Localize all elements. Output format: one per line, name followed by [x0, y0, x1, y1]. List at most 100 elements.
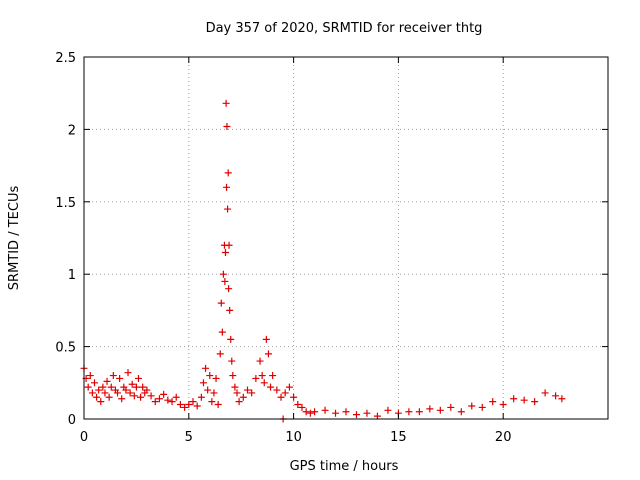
data-point — [531, 398, 539, 406]
data-point — [202, 364, 210, 372]
data-point — [155, 395, 163, 403]
data-point — [558, 395, 566, 403]
data-point — [217, 299, 225, 307]
y-tick-label: 2.5 — [55, 51, 76, 66]
data-point — [151, 398, 159, 406]
data-point — [290, 393, 298, 401]
data-point — [208, 398, 216, 406]
data-point — [105, 393, 113, 401]
data-point — [342, 408, 350, 416]
data-point — [352, 411, 360, 419]
data-point — [520, 396, 528, 404]
data-point — [447, 403, 455, 411]
x-tick-label: 5 — [185, 430, 193, 445]
data-point — [90, 379, 98, 387]
data-point — [273, 386, 281, 394]
data-points — [80, 99, 566, 423]
data-point — [224, 205, 232, 213]
data-point — [252, 374, 260, 382]
data-point — [468, 402, 476, 410]
y-tick-label: 1 — [68, 268, 76, 283]
data-point — [139, 383, 147, 391]
data-point — [221, 277, 229, 285]
data-point — [227, 335, 235, 343]
data-point — [321, 406, 329, 414]
data-point — [221, 248, 229, 256]
data-point — [235, 398, 243, 406]
data-point — [103, 377, 111, 385]
chart-title: Day 357 of 2020, SRMTID for receiver tht… — [206, 21, 483, 36]
data-point — [137, 393, 145, 401]
data-point — [172, 393, 180, 401]
data-point — [225, 285, 233, 293]
data-point — [160, 390, 168, 398]
data-point — [193, 402, 201, 410]
y-tick-label: 2 — [68, 123, 76, 138]
data-point — [298, 403, 306, 411]
data-point — [224, 169, 232, 177]
data-point — [93, 393, 101, 401]
data-point — [181, 403, 189, 411]
data-point — [415, 408, 423, 416]
data-point — [118, 395, 126, 403]
data-point — [206, 372, 214, 380]
data-point — [99, 383, 107, 391]
data-point — [373, 412, 381, 420]
data-point — [114, 389, 122, 397]
data-point — [164, 396, 172, 404]
axis-ticks: 0 5 10 15 20 0 0.5 1 1.5 2 2.5 — [55, 51, 608, 445]
data-point — [294, 401, 302, 409]
data-point — [269, 372, 277, 380]
data-point — [384, 406, 392, 414]
data-point — [216, 350, 224, 358]
data-point — [226, 306, 234, 314]
data-point — [510, 395, 518, 403]
data-point — [223, 183, 231, 191]
data-point — [189, 398, 197, 406]
data-point — [499, 401, 507, 409]
data-point — [143, 386, 151, 394]
data-point — [168, 398, 176, 406]
x-tick-label: 10 — [285, 430, 302, 445]
data-point — [101, 389, 109, 397]
y-axis-title: SRMTID / TECUs — [7, 186, 22, 291]
x-tick-label: 0 — [80, 430, 88, 445]
data-point — [176, 401, 184, 409]
data-point — [132, 383, 140, 391]
data-point — [405, 408, 413, 416]
data-point — [126, 389, 134, 397]
data-point — [134, 374, 142, 382]
data-point — [147, 392, 155, 400]
data-point — [311, 408, 319, 416]
data-point — [426, 405, 434, 413]
y-tick-label: 0.5 — [55, 341, 76, 356]
data-point — [457, 408, 465, 416]
grid — [84, 57, 608, 419]
data-point — [256, 357, 264, 365]
data-point — [552, 392, 560, 400]
data-point — [281, 389, 289, 397]
data-point — [436, 406, 444, 414]
data-point — [84, 383, 92, 391]
data-point — [262, 335, 270, 343]
data-point — [363, 409, 371, 417]
data-point — [185, 401, 193, 409]
y-tick-label: 0 — [68, 413, 76, 428]
x-axis-title: GPS time / hours — [290, 459, 399, 474]
data-point — [204, 386, 212, 394]
data-point — [489, 398, 497, 406]
data-point — [88, 389, 96, 397]
data-point — [128, 380, 136, 388]
data-point — [260, 379, 268, 387]
data-point — [264, 350, 272, 358]
data-point — [197, 393, 205, 401]
data-point — [239, 393, 247, 401]
data-point — [107, 383, 115, 391]
data-point — [541, 389, 549, 397]
data-point — [219, 270, 227, 278]
data-point — [86, 372, 94, 380]
data-point — [95, 386, 103, 394]
data-point — [124, 369, 132, 377]
data-point — [302, 408, 310, 416]
x-tick-label: 20 — [495, 430, 512, 445]
